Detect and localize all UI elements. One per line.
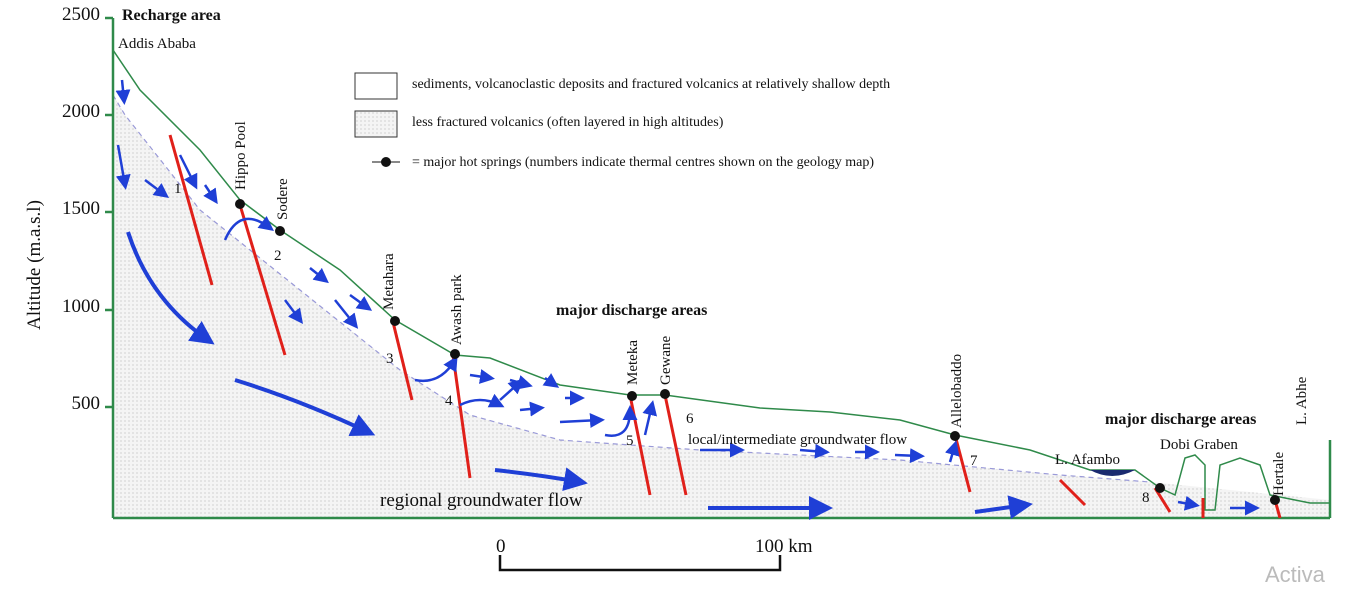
flow-label: local/intermediate groundwater flow [688, 432, 907, 448]
centre-number: 4 [445, 393, 453, 409]
legend-label: sediments, volcanoclastic deposits and f… [412, 77, 890, 92]
place-label: L. Afambo [1055, 452, 1120, 468]
terrain-profile [112, 49, 1330, 511]
scale-bar [498, 555, 782, 572]
scale-label: 0 [496, 536, 506, 557]
legend-swatch-volcanics [354, 110, 398, 138]
place-label: Hertale [1271, 452, 1287, 496]
y-axis-label: Altitude (m.a.s.l) [24, 200, 45, 330]
watermark: Activa [1265, 562, 1326, 587]
lake-afambo [1090, 470, 1135, 476]
centre-number: 1 [174, 181, 182, 197]
place-label: Gewane [658, 336, 674, 385]
place-label: Meteka [625, 340, 641, 385]
centre-number: 8 [1142, 490, 1150, 506]
discharge-label: major discharge areas [1105, 411, 1256, 428]
hot-springs [235, 199, 1280, 505]
place-label: Hippo Pool [233, 121, 249, 190]
origin-label: Addis Ababa [118, 36, 196, 52]
centre-number: 7 [970, 453, 978, 469]
y-tick-label: 1500 [62, 198, 100, 219]
place-label: L. Abhe [1294, 376, 1310, 425]
axes [105, 16, 1332, 520]
flow-arrows [115, 79, 1260, 520]
place-label: Awash park [449, 274, 465, 345]
recharge-title: Recharge area [122, 7, 221, 24]
y-tick-label: 2500 [62, 4, 100, 25]
legend-spring-symbol [372, 157, 400, 167]
centre-number: 3 [386, 351, 394, 367]
centre-number: 2 [274, 248, 282, 264]
scale-label: 100 km [755, 536, 813, 557]
place-label: Allelobaddo [949, 354, 965, 428]
discharge-label: major discharge areas [556, 302, 707, 319]
legend-label: = major hot springs (numbers indicate th… [412, 155, 874, 170]
place-label: Sodere [275, 178, 291, 220]
place-label: Dobi Graben [1160, 437, 1238, 453]
less-fractured-volcanics [113, 95, 1330, 518]
centre-number: 5 [626, 433, 634, 449]
y-tick-label: 2000 [62, 101, 100, 122]
legend-swatch-sediments [354, 72, 398, 100]
place-label: Metahara [381, 253, 397, 310]
flow-label: regional groundwater flow [380, 490, 583, 511]
legend-label: less fractured volcanics (often layered … [412, 115, 724, 130]
y-tick-label: 500 [72, 393, 101, 414]
centre-number: 6 [686, 411, 694, 427]
y-tick-label: 1000 [62, 296, 100, 317]
